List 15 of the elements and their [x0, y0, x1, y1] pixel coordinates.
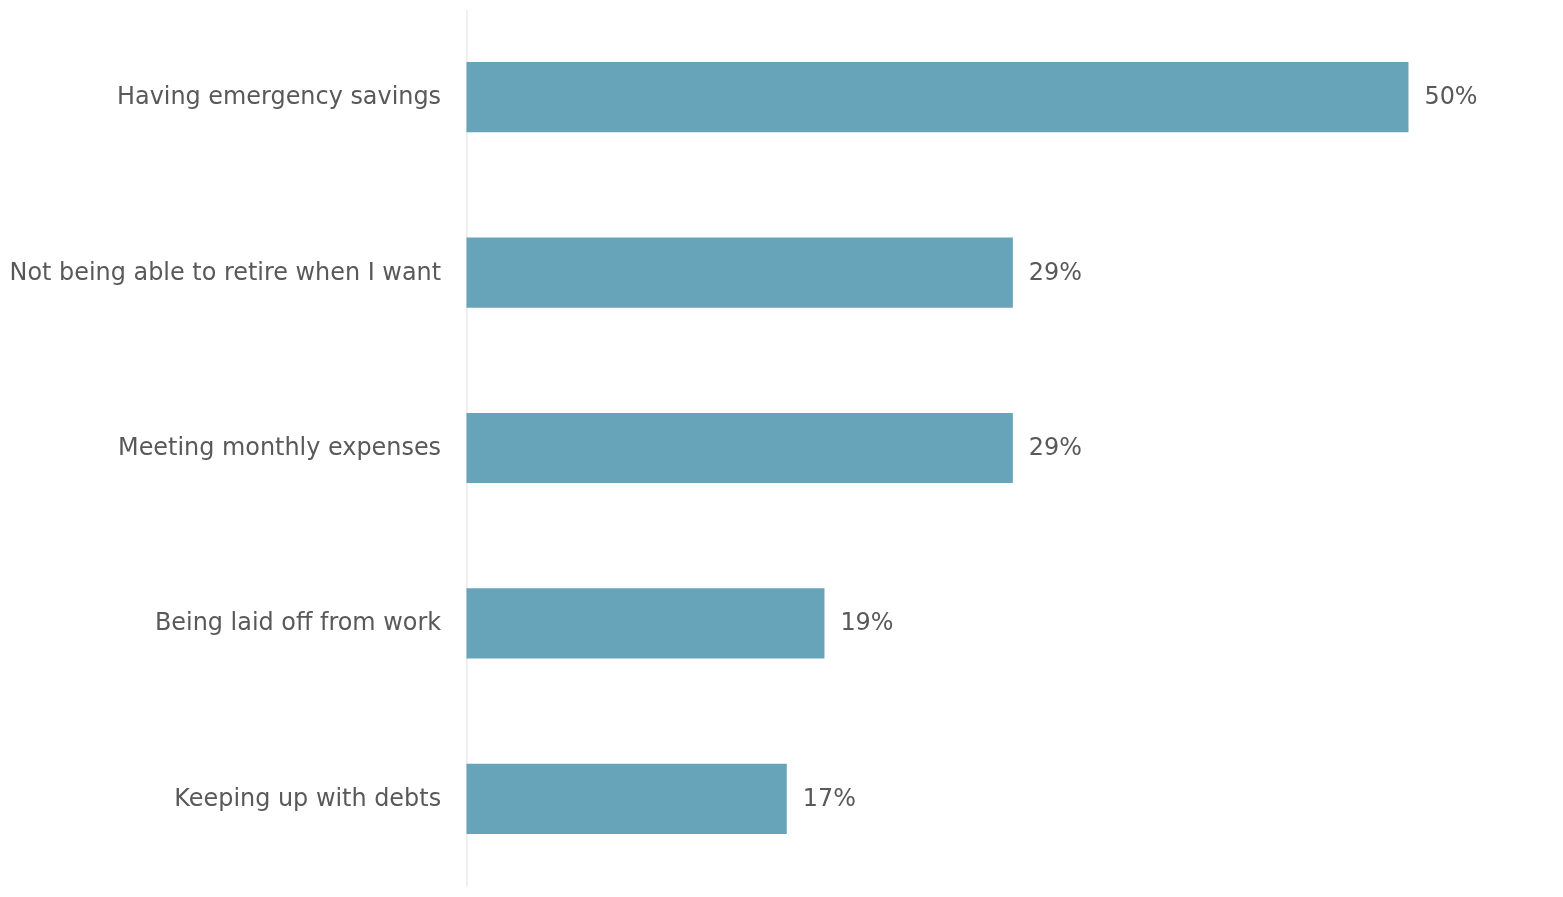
bar	[466, 763, 787, 834]
bar	[466, 62, 1409, 133]
bar	[466, 412, 1013, 484]
y-tick-label: Meeting monthly expenses	[118, 432, 442, 461]
data-label: 29%	[1028, 432, 1082, 461]
y-tick-label: Not being able to retire when I want	[9, 257, 442, 286]
y-tick-label: Being laid off from work	[154, 608, 442, 637]
bar	[466, 237, 1013, 308]
data-label: 50%	[1424, 82, 1478, 111]
y-tick-label: Keeping up with debts	[174, 783, 442, 812]
bar	[466, 588, 825, 659]
y-tick-label: Having emergency savings	[117, 82, 442, 111]
data-label: 19%	[840, 608, 894, 637]
data-label: 29%	[1028, 257, 1082, 286]
data-label: 17%	[802, 783, 856, 812]
